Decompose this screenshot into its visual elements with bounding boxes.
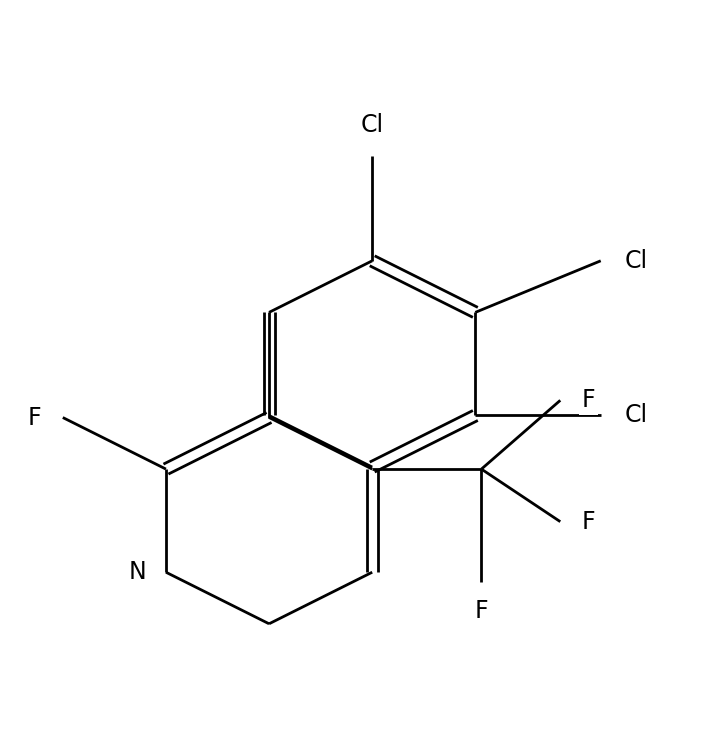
Text: Cl: Cl bbox=[361, 113, 384, 138]
Text: F: F bbox=[582, 510, 595, 534]
Text: F: F bbox=[474, 599, 489, 622]
Text: N: N bbox=[128, 560, 147, 584]
Text: F: F bbox=[582, 388, 595, 412]
Text: Cl: Cl bbox=[625, 249, 647, 273]
Text: F: F bbox=[28, 406, 42, 429]
Text: Cl: Cl bbox=[625, 403, 647, 428]
